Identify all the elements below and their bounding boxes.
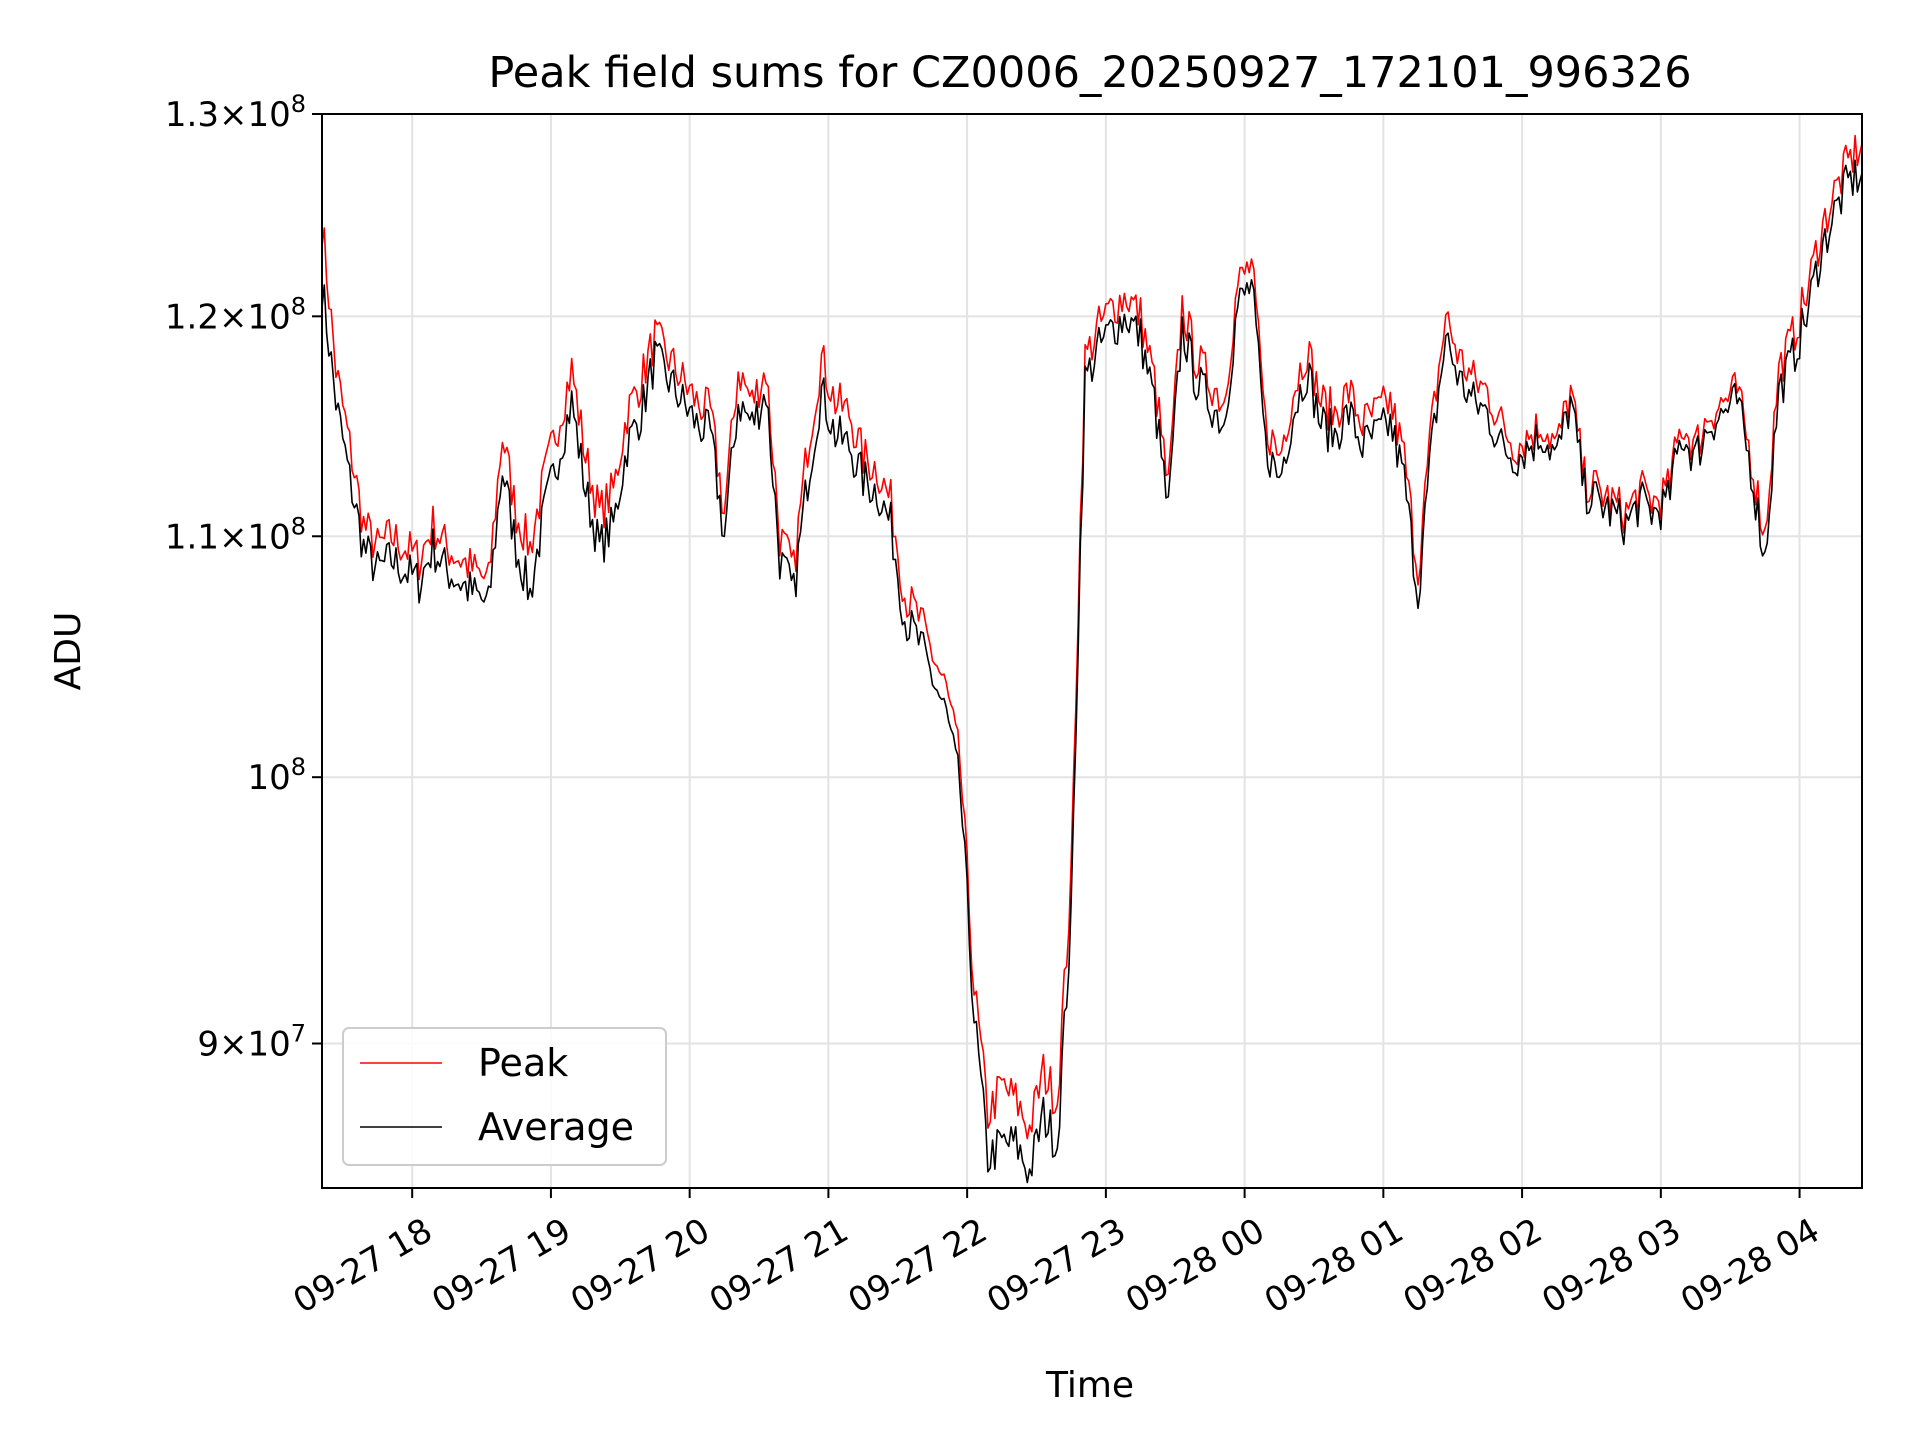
y-tick-label: 1.2×108 (165, 292, 306, 337)
series-line-peak (321, 134, 1863, 1140)
legend: Peak Average (342, 1027, 667, 1166)
y-tick-label: 1.1×108 (165, 512, 306, 557)
plot-frame (321, 113, 1863, 1189)
y-axis-label: ADU (48, 612, 89, 691)
x-axis-label: Time (1045, 1365, 1134, 1406)
plot-series (321, 134, 1863, 1184)
series-line-average (321, 159, 1863, 1184)
legend-label-average: Average (478, 1105, 634, 1149)
y-axis: 9×107 108 1.1×108 1.2×108 1.3×108 (165, 90, 322, 1065)
y-tick-label: 1.3×108 (165, 90, 306, 135)
legend-label-peak: Peak (478, 1041, 568, 1085)
chart-title: Peak field sums for CZ0006_20250927_1721… (488, 48, 1691, 98)
y-tick-label: 108 (247, 753, 306, 798)
y-tick-label: 9×107 (197, 1020, 306, 1065)
